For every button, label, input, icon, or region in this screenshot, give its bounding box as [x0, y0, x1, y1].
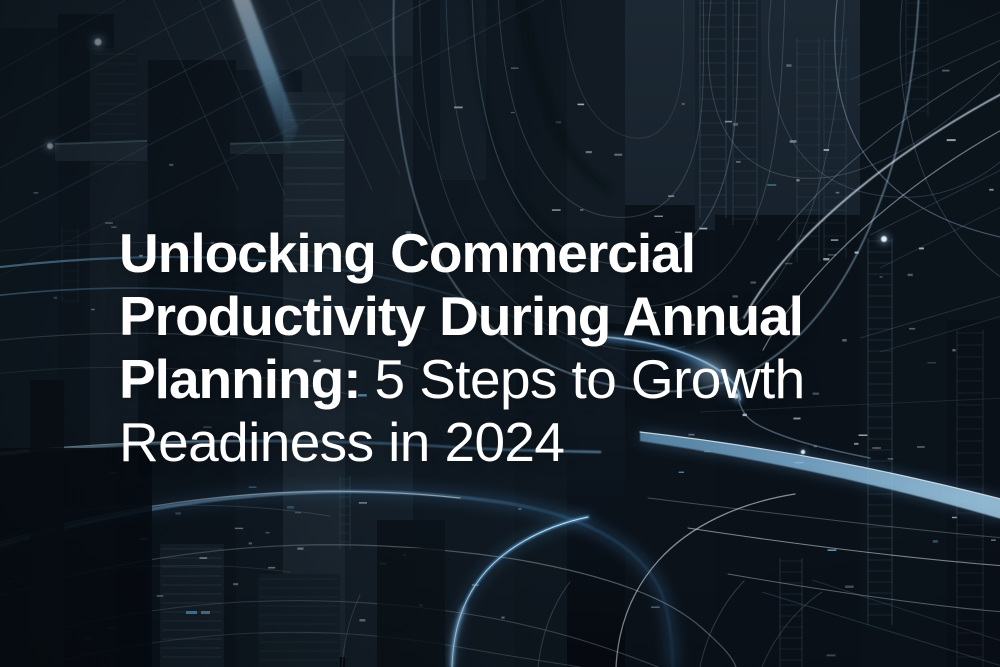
headline-line-1: Unlocking Commercial [119, 222, 696, 284]
headline: Unlocking Commercial Productivity During… [119, 222, 805, 474]
headline-line-3-light: 5 Steps to Growth [374, 348, 806, 410]
headline-line-3: Planning: 5 Steps to Growth [119, 348, 805, 411]
headline-line-4: Readiness in 2024 [119, 411, 565, 473]
headline-line-3-bold: Planning: [119, 348, 362, 410]
headline-line-2: Productivity During Annual [119, 285, 804, 347]
